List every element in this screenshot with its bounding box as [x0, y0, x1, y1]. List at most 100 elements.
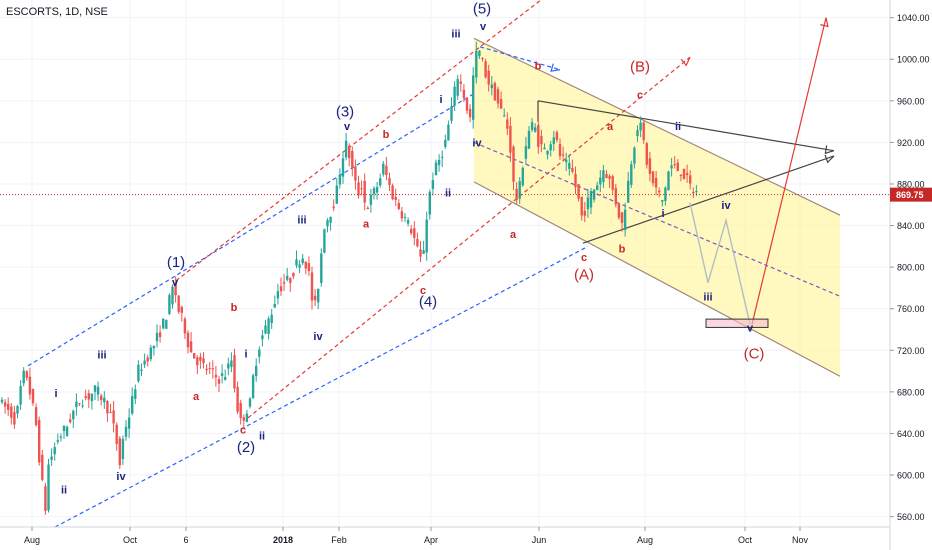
wave-label: v: [480, 21, 487, 33]
wave-label: iii: [703, 291, 712, 303]
wave-label: iii: [297, 214, 306, 226]
price-axis-label: 1000.00: [897, 55, 930, 65]
candle-body: [388, 177, 391, 186]
wave-label: a: [193, 391, 200, 403]
candle-body: [152, 345, 156, 349]
candle-body: [146, 357, 149, 362]
candle-body: [220, 373, 224, 376]
target-zone: [705, 318, 769, 328]
last-price-label: 869.75: [896, 190, 924, 200]
candle-body: [670, 165, 673, 169]
candle-body: [338, 174, 342, 185]
wave-label: (3): [336, 103, 354, 120]
candle-body: [261, 335, 264, 340]
candle-body: [211, 368, 214, 370]
candle-body: [348, 145, 351, 159]
candle-body: [124, 426, 128, 437]
wave-label: (4): [419, 294, 437, 311]
candle-body: [447, 124, 450, 141]
candle-body: [530, 122, 534, 130]
candle-body: [549, 144, 552, 151]
candle-body: [363, 180, 366, 203]
triangle-upper-arrow: [824, 145, 835, 155]
candle-body: [50, 456, 53, 460]
time-axis: Aug Oct 6 2018 Feb Apr Jun Aug Oct Nov: [0, 526, 890, 545]
candle-body: [131, 396, 134, 414]
candle-body: [174, 282, 177, 296]
candle-body: [196, 357, 199, 366]
candle-body: [506, 119, 509, 129]
candle-body: [344, 140, 348, 158]
candle-body: [351, 151, 354, 169]
candle-body: [258, 349, 261, 357]
candle-body: [171, 286, 174, 305]
candle-body: [493, 83, 497, 101]
candle-body: [208, 368, 211, 370]
price-axis-label: 840.00: [897, 221, 925, 231]
candle-body: [636, 130, 639, 137]
candle-body: [103, 397, 106, 403]
candle-body: [22, 370, 25, 384]
candle-body: [127, 417, 131, 429]
candle-body: [397, 203, 400, 209]
candle-body: [490, 84, 493, 89]
candle-body: [202, 358, 205, 364]
channel-1-upper: [27, 93, 475, 367]
candle-body: [425, 219, 428, 253]
candle-body: [571, 167, 574, 172]
candle-body: [301, 258, 304, 264]
candle-body: [62, 426, 66, 432]
candle-body: [512, 146, 515, 182]
price-axis-label: 760.00: [897, 304, 925, 314]
candle-body: [28, 376, 32, 395]
wave-label: iii: [451, 28, 460, 40]
candle-body: [503, 115, 506, 117]
candle-body: [292, 272, 295, 277]
candle-body: [379, 178, 382, 186]
candle-body: [580, 196, 583, 216]
candle-body: [282, 282, 286, 284]
candle-body: [577, 184, 580, 199]
candle-body: [72, 410, 75, 420]
candle-body: [3, 402, 7, 407]
wave-label: b: [535, 61, 542, 73]
candle-body: [391, 185, 394, 200]
candle-body: [487, 70, 490, 85]
candle-body: [7, 403, 10, 410]
wave-label: c: [581, 252, 587, 264]
wave-label: ii: [675, 121, 681, 133]
wave-label: iii: [97, 350, 106, 362]
candle-body: [459, 81, 462, 84]
channel-2-upper: [175, 0, 542, 282]
wave-label: ii: [259, 431, 265, 443]
candle-body: [0, 399, 4, 403]
candle-body: [329, 216, 332, 223]
price-axis-label: 680.00: [897, 387, 925, 397]
down-channel-upper: [473, 37, 841, 216]
price-axis-label: 960.00: [897, 96, 925, 106]
candle-body: [496, 89, 500, 104]
candle-body: [227, 363, 230, 369]
candle-body: [143, 360, 146, 365]
down-channel-fill: [474, 38, 840, 377]
candle-body: [484, 61, 487, 78]
candle-body: [524, 146, 528, 159]
candle-body: [546, 150, 549, 155]
wave-label: c: [420, 285, 426, 297]
wave-label: a: [607, 121, 614, 133]
candle-body: [664, 187, 667, 201]
candle-body: [673, 164, 676, 166]
candle-body: [366, 207, 369, 210]
candle-body: [245, 413, 249, 423]
candle-body: [289, 278, 292, 283]
candle-body: [692, 191, 695, 194]
candle-body: [332, 206, 335, 209]
wave-label: iv: [116, 471, 126, 483]
time-axis-label: Aug: [637, 535, 653, 545]
candle-body: [239, 402, 242, 419]
candle-body: [667, 171, 670, 191]
channel-2-lower-arrow: [680, 56, 691, 67]
symbol-label: ESCORTS, 1D, NSE: [6, 6, 108, 18]
candle-body: [416, 238, 419, 247]
